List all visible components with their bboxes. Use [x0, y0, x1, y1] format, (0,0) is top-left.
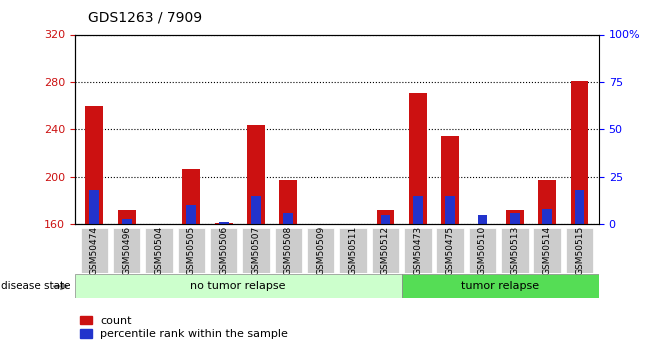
Bar: [247, 125, 265, 224]
Bar: [571, 81, 589, 224]
Bar: [118, 210, 135, 224]
Bar: [506, 210, 523, 224]
Bar: [542, 209, 552, 224]
Bar: [510, 213, 519, 224]
Bar: [413, 196, 422, 224]
Bar: [215, 223, 232, 224]
FancyBboxPatch shape: [75, 274, 402, 298]
Text: tumor relapse: tumor relapse: [461, 282, 539, 291]
Bar: [182, 168, 201, 224]
Bar: [283, 213, 293, 224]
Text: GSM50515: GSM50515: [575, 226, 584, 275]
Bar: [381, 215, 391, 224]
FancyBboxPatch shape: [436, 228, 464, 273]
Text: GSM50510: GSM50510: [478, 226, 487, 275]
FancyBboxPatch shape: [533, 228, 561, 273]
FancyBboxPatch shape: [372, 228, 399, 273]
FancyBboxPatch shape: [113, 228, 141, 273]
FancyBboxPatch shape: [178, 228, 205, 273]
Text: GSM50507: GSM50507: [251, 226, 260, 275]
Text: GSM50511: GSM50511: [348, 226, 357, 275]
Text: GSM50508: GSM50508: [284, 226, 293, 275]
Bar: [85, 106, 103, 224]
Text: GSM50512: GSM50512: [381, 226, 390, 275]
FancyBboxPatch shape: [402, 274, 599, 298]
Text: GSM50504: GSM50504: [154, 226, 163, 275]
Text: GSM50505: GSM50505: [187, 226, 196, 275]
Text: GSM50474: GSM50474: [90, 226, 99, 275]
Bar: [279, 180, 298, 224]
FancyBboxPatch shape: [210, 228, 238, 273]
Text: GSM50496: GSM50496: [122, 226, 131, 275]
FancyBboxPatch shape: [469, 228, 496, 273]
FancyBboxPatch shape: [81, 228, 108, 273]
Bar: [441, 137, 459, 224]
Text: GSM50513: GSM50513: [510, 226, 519, 275]
Text: GSM50509: GSM50509: [316, 226, 326, 275]
Bar: [122, 219, 132, 224]
Bar: [376, 210, 395, 224]
Text: GSM50514: GSM50514: [543, 226, 551, 275]
Bar: [445, 196, 455, 224]
Bar: [478, 215, 488, 224]
FancyBboxPatch shape: [566, 228, 593, 273]
Bar: [186, 205, 196, 224]
Bar: [251, 196, 261, 224]
FancyBboxPatch shape: [145, 228, 173, 273]
FancyBboxPatch shape: [242, 228, 270, 273]
Bar: [538, 180, 556, 224]
Bar: [219, 223, 229, 224]
FancyBboxPatch shape: [275, 228, 302, 273]
FancyBboxPatch shape: [307, 228, 335, 273]
FancyBboxPatch shape: [339, 228, 367, 273]
FancyBboxPatch shape: [501, 228, 529, 273]
Text: no tumor relapse: no tumor relapse: [191, 282, 286, 291]
Legend: count, percentile rank within the sample: count, percentile rank within the sample: [81, 316, 288, 339]
FancyBboxPatch shape: [404, 228, 432, 273]
Text: GSM50473: GSM50473: [413, 226, 422, 275]
Text: GSM50475: GSM50475: [446, 226, 454, 275]
Bar: [409, 92, 426, 224]
Text: disease state: disease state: [1, 282, 70, 291]
Bar: [575, 190, 585, 224]
Text: GSM50506: GSM50506: [219, 226, 228, 275]
Bar: [89, 190, 99, 224]
Text: GDS1263 / 7909: GDS1263 / 7909: [88, 10, 202, 24]
